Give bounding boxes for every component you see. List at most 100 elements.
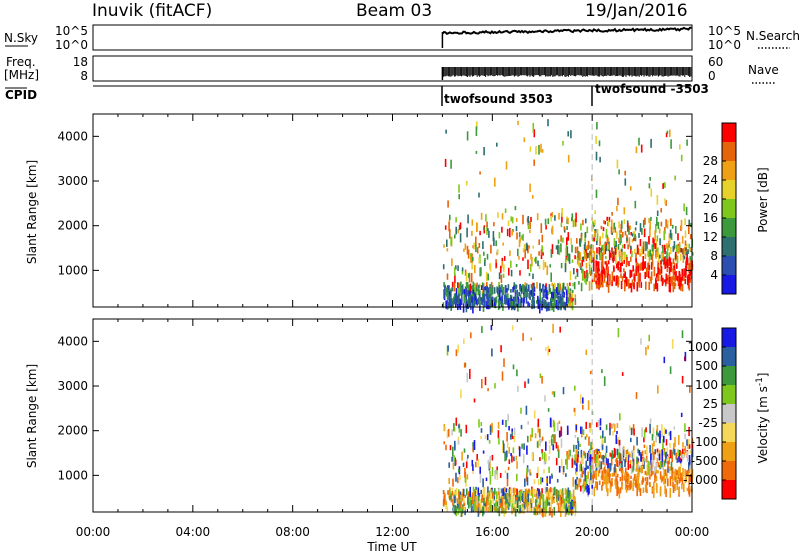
- echo-cell: [633, 237, 635, 241]
- echo-cell: [458, 424, 460, 429]
- echo-cell: [648, 334, 650, 342]
- echo-cell: [508, 488, 511, 497]
- echo-cell: [459, 233, 462, 243]
- cpid-text-1: twofsound 3503: [444, 92, 553, 106]
- echo-cell: [688, 219, 690, 226]
- echo-cell: [564, 488, 567, 495]
- echo-cell: [570, 296, 573, 303]
- echo-cell: [491, 492, 494, 499]
- echo-cell: [551, 282, 553, 286]
- echo-cell: [471, 459, 474, 467]
- echo-cell: [465, 282, 468, 286]
- echo-cell: [604, 248, 607, 255]
- echo-cell: [588, 436, 590, 446]
- echo-cell: [547, 408, 550, 412]
- echo-cell: [583, 478, 586, 488]
- echo-cell: [571, 244, 573, 253]
- echo-cell: [523, 297, 525, 304]
- echo-cell: [492, 494, 494, 504]
- echo-cell: [670, 276, 673, 283]
- velocity-ylabel: Slant Range [km]: [25, 364, 39, 468]
- echo-cell: [623, 244, 626, 249]
- echo-cell: [663, 427, 666, 435]
- echo-cell: [455, 226, 457, 235]
- echo-cell: [500, 287, 503, 293]
- echo-cell: [618, 465, 621, 469]
- nsky-tick-top: 10^5: [55, 24, 88, 38]
- echo-cell: [548, 456, 550, 461]
- echo-cell: [589, 465, 592, 474]
- echo-cell: [480, 489, 482, 494]
- echo-cell: [491, 285, 493, 296]
- echo-cell: [478, 192, 480, 198]
- echo-cell: [640, 281, 643, 288]
- echo-cell: [644, 470, 647, 475]
- echo-cell: [621, 447, 624, 456]
- echo-cell: [650, 470, 653, 477]
- echo-cell: [562, 295, 564, 304]
- echo-cell: [450, 159, 452, 169]
- echo-cell: [601, 262, 603, 270]
- echo-cell: [656, 216, 658, 226]
- echo-cell: [526, 477, 529, 486]
- echo-cell: [541, 297, 544, 308]
- echo-cell: [597, 272, 600, 278]
- echo-cell: [550, 301, 553, 306]
- echo-cell: [453, 282, 456, 292]
- echo-cell: [688, 243, 690, 249]
- echo-cell: [601, 275, 604, 286]
- echo-cell: [661, 433, 663, 438]
- echo-cell: [677, 233, 679, 241]
- echo-cell: [655, 436, 657, 443]
- echo-cell: [555, 442, 558, 449]
- echo-cell: [688, 283, 691, 291]
- echo-cell: [574, 408, 576, 417]
- echo-cell: [507, 220, 510, 226]
- echo-cell: [667, 457, 669, 461]
- echo-cell: [528, 273, 531, 277]
- echo-cell: [489, 456, 491, 463]
- echo-cell: [584, 278, 586, 283]
- echo-cell: [501, 371, 504, 381]
- echo-cell: [607, 468, 609, 479]
- echo-cell: [599, 156, 601, 163]
- echo-cell: [638, 449, 641, 456]
- echo-cell: [665, 488, 667, 498]
- echo-cell: [648, 264, 651, 270]
- echo-cell: [455, 265, 457, 270]
- echo-cell: [659, 471, 662, 480]
- echo-cell: [618, 440, 621, 446]
- echo-cell: [558, 284, 560, 293]
- echo-cell: [642, 459, 644, 465]
- echo-cell: [656, 457, 659, 464]
- echo-cell: [582, 486, 585, 494]
- echo-cell: [552, 290, 555, 299]
- freq-strip-frame: [92, 55, 693, 82]
- colorbar-segment: [722, 123, 736, 143]
- echo-cell: [598, 247, 600, 255]
- echo-cell: [668, 277, 671, 284]
- echo-cell: [574, 479, 577, 485]
- echo-cell: [473, 491, 475, 500]
- echo-cell: [602, 481, 604, 487]
- echo-cell: [514, 508, 517, 517]
- echo-cell: [570, 290, 572, 294]
- echo-cell: [472, 486, 475, 492]
- echo-cell: [672, 283, 675, 293]
- echo-cell: [625, 264, 628, 268]
- echo-cell: [574, 385, 576, 391]
- echo-cell: [475, 126, 478, 136]
- echo-cell: [472, 303, 474, 314]
- echo-cell: [481, 379, 483, 389]
- echo-cell: [568, 293, 571, 300]
- echo-cell: [521, 288, 523, 292]
- echo-cell: [576, 269, 579, 277]
- echo-cell: [507, 466, 510, 471]
- echo-cell: [540, 143, 542, 153]
- echo-cell: [448, 291, 451, 298]
- echo-cell: [568, 496, 570, 504]
- echo-cell: [506, 297, 508, 305]
- echo-cell: [614, 248, 617, 254]
- echo-cell: [665, 132, 668, 138]
- echo-cell: [599, 236, 601, 242]
